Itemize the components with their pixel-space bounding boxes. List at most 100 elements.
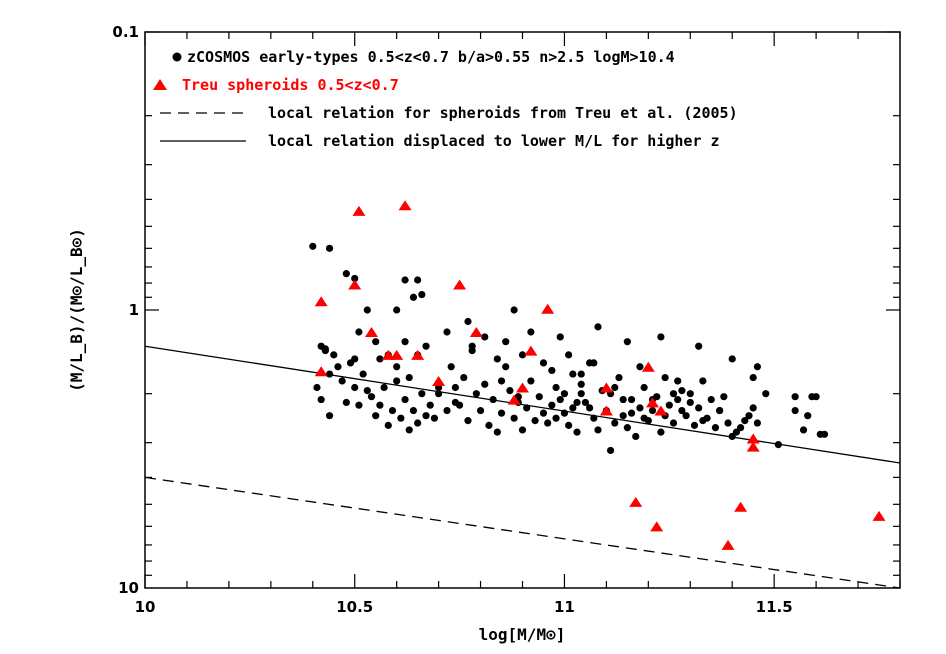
- zcosmos-point: [451, 398, 459, 407]
- zcosmos-point: [464, 317, 472, 326]
- zcosmos-point: [409, 406, 418, 415]
- treu-point: [721, 539, 735, 550]
- treu-point: [390, 349, 404, 360]
- zcosmos-point: [527, 377, 535, 385]
- zcosmos-point: [430, 414, 439, 422]
- zcosmos-point: [497, 377, 506, 385]
- zcosmos-point: [699, 417, 707, 425]
- zcosmos-point: [435, 390, 443, 398]
- legend-triangle-marker: [153, 79, 167, 90]
- zcosmos-point: [686, 390, 694, 398]
- zcosmos-point: [623, 424, 631, 432]
- zcosmos-point: [569, 404, 577, 412]
- treu-point: [629, 496, 643, 507]
- treu-point: [646, 397, 660, 408]
- zcosmos-point: [753, 363, 761, 371]
- zcosmos-point: [565, 421, 573, 429]
- zcosmos-point: [745, 412, 753, 420]
- zcosmos-point: [351, 274, 359, 283]
- zcosmos-point: [405, 426, 413, 434]
- zcosmos-point: [749, 404, 757, 412]
- zcosmos-point: [317, 395, 325, 404]
- zcosmos-point: [393, 363, 401, 371]
- zcosmos-point: [753, 419, 761, 427]
- axis-tick-labels: 10 10.5 11 11.5 0.1 1 10: [112, 23, 792, 616]
- zcosmos-point: [472, 390, 480, 398]
- treu-point: [314, 366, 328, 377]
- zcosmos-point: [577, 370, 585, 378]
- zcosmos-point: [636, 404, 644, 412]
- zcosmos-point: [539, 359, 548, 367]
- zcosmos-point: [351, 383, 359, 392]
- zcosmos-point: [678, 387, 686, 395]
- zcosmos-point: [518, 426, 527, 434]
- zcosmos-point: [384, 421, 392, 429]
- zcosmos-point: [623, 338, 631, 346]
- zcosmos-point: [569, 370, 577, 378]
- relation-lines: [144, 345, 901, 589]
- zcosmos-point: [586, 404, 594, 412]
- zcosmos-point: [774, 441, 782, 449]
- zcosmos-point: [812, 393, 820, 401]
- zcosmos-point: [619, 395, 627, 404]
- zcosmos-point: [418, 390, 426, 398]
- y-tick-label: 1: [129, 301, 139, 319]
- zcosmos-point: [502, 363, 510, 371]
- zcosmos-point: [640, 414, 648, 422]
- x-tick-label: 10: [135, 598, 156, 616]
- zcosmos-point: [791, 393, 799, 401]
- zcosmos-point: [695, 404, 703, 412]
- zcosmos-point: [313, 383, 321, 392]
- zcosmos-point: [674, 377, 682, 385]
- zcosmos-point: [657, 428, 665, 436]
- zcosmos-point: [548, 366, 556, 375]
- zcosmos-point: [468, 342, 476, 350]
- zcosmos-point: [611, 419, 619, 427]
- zcosmos-point: [401, 395, 409, 404]
- zcosmos-point: [393, 377, 401, 385]
- zcosmos-point: [669, 390, 678, 398]
- zcosmos-point: [619, 412, 627, 420]
- zcosmos-point: [338, 377, 346, 385]
- zcosmos-point: [426, 401, 434, 409]
- x-axis-title: log[M/M⊙]: [479, 625, 566, 644]
- zcosmos-point: [363, 306, 371, 314]
- treu-point: [348, 279, 362, 290]
- zcosmos-point: [573, 398, 581, 407]
- zcosmos-point: [481, 380, 489, 388]
- zcosmos-point: [762, 390, 770, 398]
- zcosmos-point: [334, 363, 342, 371]
- zcosmos-point: [443, 406, 451, 415]
- treu-point: [365, 327, 378, 338]
- zcosmos-point: [640, 383, 648, 392]
- zcosmos-point: [309, 242, 317, 250]
- zcosmos-point: [355, 328, 363, 336]
- zcosmos-point: [552, 383, 560, 392]
- zcosmos-point: [552, 414, 560, 422]
- zcosmos-point: [661, 373, 669, 382]
- treu-point: [432, 375, 446, 386]
- zcosmos-point: [355, 401, 363, 409]
- zcosmos-point: [493, 428, 501, 436]
- zcosmos-point: [325, 370, 334, 378]
- zcosmos-point: [443, 328, 451, 336]
- zcosmos-point: [560, 409, 569, 417]
- displaced-relation-line: [144, 345, 901, 464]
- zcosmos-point: [464, 417, 472, 425]
- zcosmos-point: [518, 351, 527, 359]
- zcosmos-point: [699, 377, 707, 385]
- zcosmos-point: [414, 276, 422, 284]
- axis-ticks: [144, 31, 901, 588]
- zcosmos-point: [539, 409, 548, 417]
- zcosmos-point: [493, 355, 501, 363]
- zcosmos-point: [422, 342, 430, 350]
- zcosmos-point: [359, 370, 367, 378]
- treu-point: [746, 441, 760, 452]
- legend-circle-marker: [172, 52, 182, 62]
- zcosmos-point: [749, 373, 757, 382]
- zcosmos-point: [636, 363, 644, 371]
- treu-point: [314, 296, 328, 307]
- zcosmos-point: [728, 355, 736, 363]
- treu-point: [734, 501, 748, 512]
- zcosmos-point: [594, 323, 602, 331]
